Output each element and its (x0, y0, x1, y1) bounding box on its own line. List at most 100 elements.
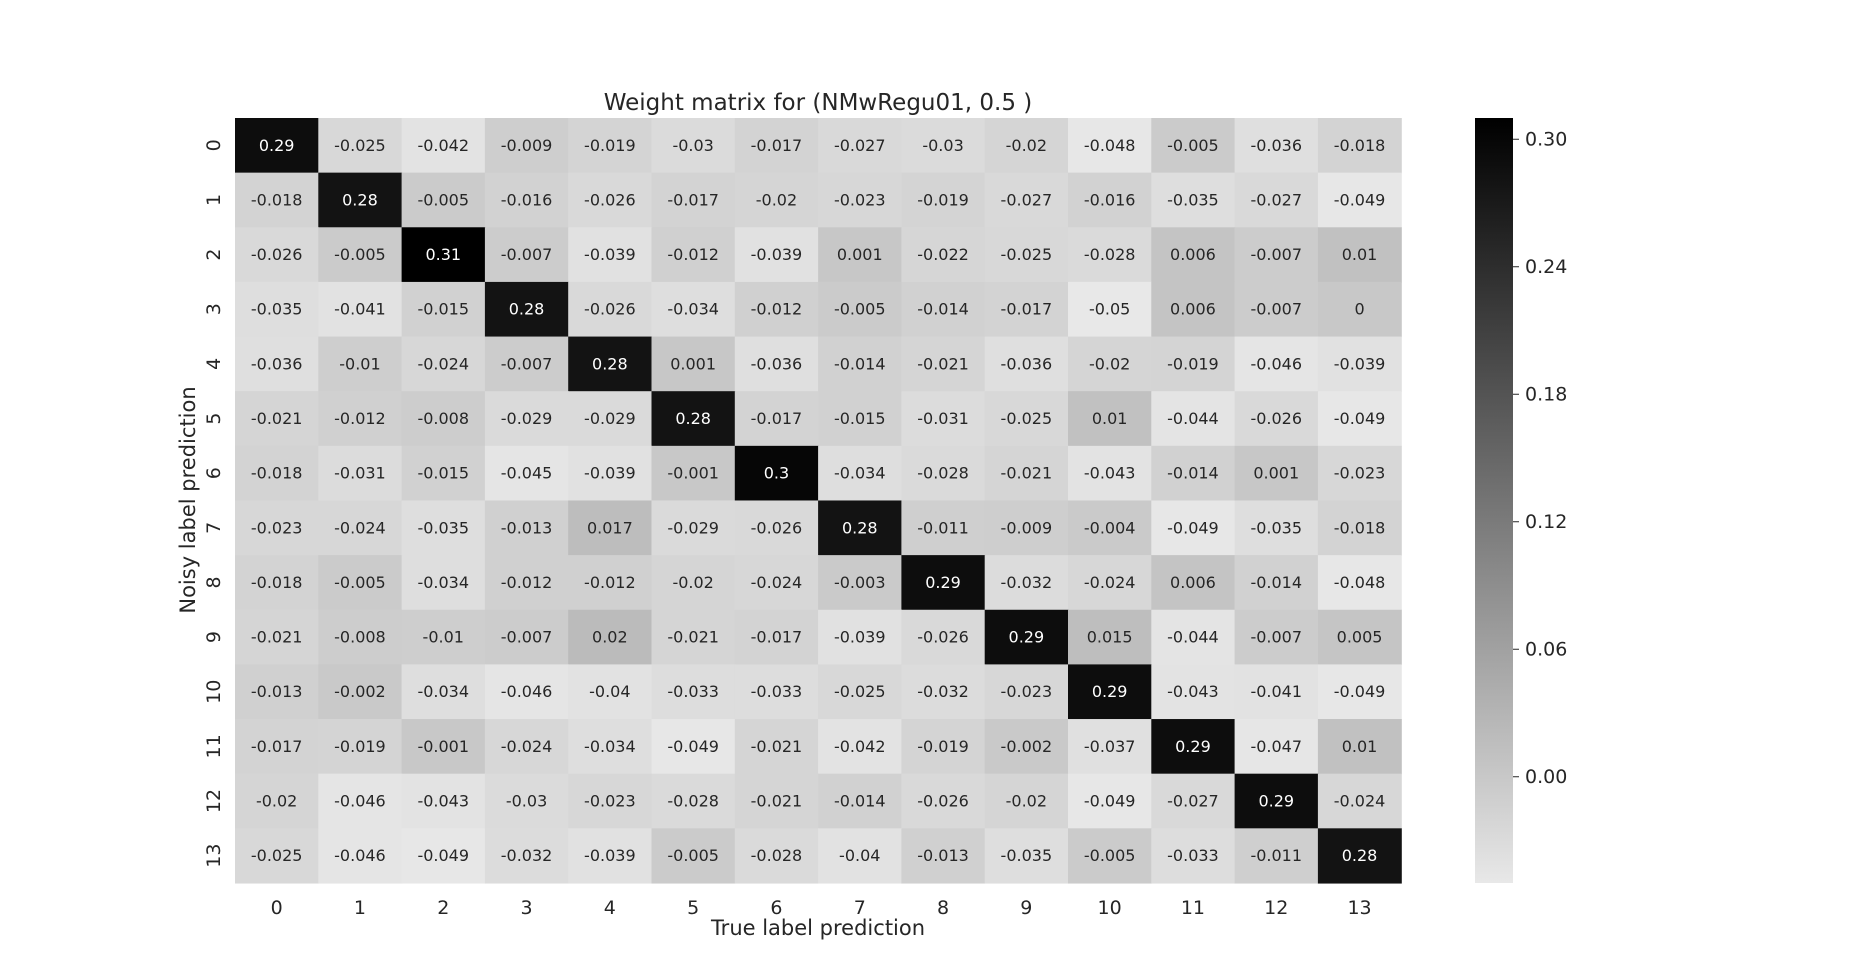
colorbar-ticks: 0.30 0.24 0.18 0.12 0.06 0.00 (1513, 128, 1567, 788)
heatmap-cell-label-7-10: -0.004 (1084, 518, 1136, 537)
heatmap-cell-label-2-5: -0.012 (667, 245, 719, 264)
heatmap-cell-label-10-0: -0.013 (251, 682, 303, 701)
heatmap-cell-12-9 (984, 773, 1069, 829)
heatmap-cell-label-8-12: -0.014 (1250, 573, 1302, 592)
heatmap-cell-label-7-13: -0.018 (1334, 518, 1386, 537)
heatmap-cell-13-12 (1234, 828, 1319, 884)
colorbar-tick-label-3: 0.12 (1525, 511, 1567, 533)
heatmap-cell-5-1 (318, 391, 403, 447)
heatmap-cell-7-9 (984, 500, 1069, 556)
heatmap-cell-label-9-0: -0.021 (251, 628, 303, 647)
heatmap-cell-5-4 (568, 391, 653, 447)
heatmap-cell-2-9 (984, 227, 1069, 283)
heatmap-cell-9-6 (734, 609, 819, 665)
x-axis-label: True label prediction (710, 916, 925, 940)
heatmap-cell-label-4-3: -0.007 (501, 354, 553, 373)
heatmap-cell-8-8 (901, 555, 986, 611)
heatmap-cell-label-11-8: -0.019 (917, 737, 969, 756)
heatmap-cell-9-0 (235, 609, 319, 665)
heatmap-cell-5-12 (1234, 391, 1319, 447)
heatmap-cell-label-1-5: -0.017 (667, 190, 719, 209)
heatmap-cell-label-1-1: 0.28 (342, 190, 378, 209)
colorbar-tick-label-4: 0.06 (1525, 638, 1567, 660)
heatmap-cell-label-7-5: -0.029 (667, 518, 719, 537)
heatmap-cell-9-10 (1068, 609, 1152, 665)
heatmap-cell-2-7 (818, 227, 902, 283)
heatmap-cell-6-2 (401, 445, 486, 502)
heatmap-cell-label-13-9: -0.035 (1001, 846, 1053, 865)
heatmap-cell-4-13 (1317, 336, 1402, 392)
heatmap-cell-4-11 (1151, 336, 1236, 392)
heatmap-cell-label-11-1: -0.019 (334, 737, 386, 756)
heatmap-cell-0-0 (235, 118, 319, 174)
heatmap-cell-11-7 (818, 719, 902, 775)
heatmap-cell-label-5-5: 0.28 (675, 409, 711, 428)
heatmap-cell-13-4 (568, 828, 653, 884)
y-tick-label-5: 5 (203, 412, 225, 424)
heatmap-cell-label-5-2: -0.008 (417, 409, 469, 428)
heatmap-cell-label-13-2: -0.049 (417, 846, 469, 865)
x-tick-label-13: 13 (1347, 897, 1371, 919)
heatmap-cell-11-0 (235, 719, 319, 775)
heatmap-cell-6-0 (235, 445, 319, 502)
heatmap-cell-12-1 (318, 773, 403, 829)
heatmap-cell-label-3-3: 0.28 (509, 300, 545, 319)
heatmap-cell-label-4-6: -0.036 (751, 354, 803, 373)
heatmap-cell-label-2-11: 0.006 (1170, 245, 1216, 264)
heatmap-cell-label-6-6: 0.3 (764, 464, 789, 483)
heatmap-cell-10-1 (318, 664, 403, 720)
heatmap-cell-label-9-11: -0.044 (1167, 628, 1219, 647)
heatmap-cell-label-1-8: -0.019 (917, 190, 969, 209)
heatmap-cell-0-9 (984, 118, 1069, 174)
heatmap-cell-label-12-7: -0.014 (834, 792, 886, 811)
heatmap-cell-7-8 (901, 500, 986, 556)
heatmap-cell-12-7 (818, 773, 902, 829)
heatmap-cell-9-9 (984, 609, 1069, 665)
x-tick-label-2: 2 (437, 897, 449, 919)
heatmap-cell-label-12-5: -0.028 (667, 792, 719, 811)
heatmap-cell-label-6-3: -0.045 (501, 464, 553, 483)
heatmap-cell-label-12-6: -0.021 (751, 792, 803, 811)
heatmap-cell-3-10 (1068, 281, 1152, 338)
heatmap-cell-13-0 (235, 828, 319, 884)
heatmap-cell-6-11 (1151, 445, 1236, 502)
heatmap-cell-label-3-4: -0.026 (584, 300, 636, 319)
x-tick-label-0: 0 (271, 897, 283, 919)
heatmap-cell-12-10 (1068, 773, 1152, 829)
heatmap-cell-3-11 (1151, 281, 1236, 338)
heatmap-cell-11-5 (651, 719, 736, 775)
heatmap-cell-0-2 (401, 118, 486, 174)
heatmap-cell-8-4 (568, 555, 653, 611)
heatmap-cell-label-9-2: -0.01 (423, 628, 464, 647)
heatmap-cell-1-9 (984, 172, 1069, 228)
heatmap-cell-11-12 (1234, 719, 1319, 775)
heatmap-cell-label-7-9: -0.009 (1001, 518, 1053, 537)
heatmap-cell-8-1 (318, 555, 403, 611)
heatmap-cell-5-5 (651, 391, 736, 447)
heatmap-cell-label-9-12: -0.007 (1250, 628, 1302, 647)
heatmap-cell-label-5-4: -0.029 (584, 409, 636, 428)
heatmap-cell-3-8 (901, 281, 986, 338)
heatmap-cell-label-13-5: -0.005 (667, 846, 719, 865)
heatmap-cell-label-8-4: -0.012 (584, 573, 636, 592)
heatmap-cell-12-11 (1151, 773, 1236, 829)
heatmap-cell-label-13-4: -0.039 (584, 846, 636, 865)
heatmap-cell-label-11-4: -0.034 (584, 737, 636, 756)
heatmap-cell-label-13-6: -0.028 (751, 846, 803, 865)
heatmap-cell-12-8 (901, 773, 986, 829)
heatmap-cell-label-12-11: -0.027 (1167, 792, 1219, 811)
heatmap-cell-label-2-2: 0.31 (425, 245, 461, 264)
heatmap-cell-label-1-7: -0.023 (834, 190, 886, 209)
heatmap-cell-11-3 (484, 719, 569, 775)
heatmap-cell-label-8-11: 0.006 (1170, 573, 1216, 592)
heatmap-cell-label-2-1: -0.005 (334, 245, 386, 264)
heatmap-cell-label-1-11: -0.035 (1167, 190, 1219, 209)
heatmap-cell-label-9-13: 0.005 (1337, 628, 1383, 647)
heatmap-cell-9-7 (818, 609, 902, 665)
heatmap-cell-11-9 (984, 719, 1069, 775)
heatmap-cell-13-1 (318, 828, 403, 884)
heatmap-cell-label-4-9: -0.036 (1001, 354, 1053, 373)
heatmap-cell-label-7-3: -0.013 (501, 518, 553, 537)
heatmap-cell-label-9-9: 0.29 (1009, 628, 1045, 647)
